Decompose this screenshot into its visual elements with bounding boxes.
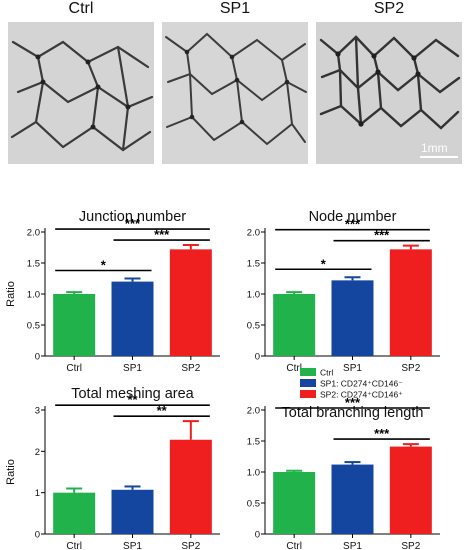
- y-tick-label: 0.5: [247, 321, 260, 332]
- significance-label: ***: [374, 228, 390, 243]
- micrograph-ctrl: [8, 22, 154, 164]
- bar-sp1: [111, 489, 154, 534]
- significance-label: ***: [125, 216, 141, 231]
- bar-ctrl: [273, 294, 316, 356]
- bar-ctrl: [273, 472, 316, 534]
- x-tick-label: SP1: [123, 541, 142, 550]
- bar-sp2: [169, 249, 212, 356]
- panel-title-ctrl: Ctrl: [68, 0, 94, 17]
- bar-sp2: [389, 249, 432, 356]
- y-tick-label: 2: [35, 447, 40, 458]
- y-tick-label: 0: [35, 530, 40, 541]
- scale-bar: [420, 156, 458, 158]
- y-tick-label: 0: [255, 530, 260, 541]
- significance-label: *: [101, 258, 107, 273]
- legend-label: Ctrl: [320, 368, 333, 378]
- y-tick-label: 3: [35, 406, 40, 417]
- significance-label: **: [157, 403, 168, 418]
- x-tick-label: SP2: [181, 541, 200, 550]
- legend-swatch: [300, 379, 316, 387]
- y-tick-label: 1.5: [247, 437, 260, 448]
- panel-title-sp1: SP1: [219, 0, 251, 17]
- y-tick-label: 2.0: [247, 406, 260, 417]
- significance-label: *: [321, 256, 327, 271]
- significance-label: **: [127, 392, 138, 407]
- panel-title-sp2: SP2: [373, 0, 405, 17]
- x-tick-label: SP2: [401, 541, 420, 550]
- chart-title: Total branching length: [282, 405, 424, 421]
- legend-swatch: [300, 390, 316, 398]
- bar-sp2: [389, 446, 432, 534]
- legend-swatch: [300, 368, 316, 376]
- scale-bar-label: 1mm: [421, 141, 448, 155]
- y-tick-label: 1.5: [247, 259, 260, 270]
- chart-title: Total meshing area: [71, 386, 194, 402]
- x-tick-label: SP1: [343, 541, 362, 550]
- x-tick-label: Ctrl: [66, 541, 82, 550]
- x-tick-label: Ctrl: [66, 363, 82, 374]
- significance-label: ***: [154, 227, 170, 242]
- y-tick-label: 0: [255, 352, 260, 363]
- y-axis-label: Ratio: [5, 459, 17, 485]
- y-tick-label: 1.0: [27, 290, 40, 301]
- bar-sp2: [169, 439, 212, 534]
- y-tick-label: 1.0: [247, 468, 260, 479]
- chart-title: Junction number: [79, 209, 186, 225]
- significance-label: ***: [374, 426, 390, 441]
- y-tick-label: 2.0: [247, 228, 260, 239]
- chart-title: Node number: [309, 209, 397, 225]
- legend-label: SP2: CD274⁺CD146⁺: [320, 390, 403, 400]
- x-tick-label: SP2: [181, 363, 200, 374]
- bar-sp1: [111, 281, 154, 356]
- micrograph-sp1: [162, 22, 308, 164]
- legend-label: SP1: CD274⁺CD146⁻: [320, 379, 403, 389]
- micrograph-sp2: [316, 22, 462, 164]
- x-tick-label: SP1: [123, 363, 142, 374]
- y-tick-label: 0.5: [27, 321, 40, 332]
- x-tick-label: SP2: [401, 363, 420, 374]
- bar-ctrl: [53, 492, 96, 534]
- bar-sp1: [331, 464, 374, 534]
- significance-label: ***: [345, 395, 361, 410]
- bar-sp1: [331, 280, 374, 356]
- y-tick-label: 2.0: [27, 228, 40, 239]
- x-tick-label: Ctrl: [286, 363, 302, 374]
- significance-label: ***: [345, 217, 361, 232]
- y-tick-label: 0.5: [247, 499, 260, 510]
- y-axis-label: Ratio: [5, 281, 17, 307]
- x-tick-label: SP1: [343, 363, 362, 374]
- bar-ctrl: [53, 294, 96, 356]
- y-tick-label: 0: [35, 352, 40, 363]
- y-tick-label: 1.5: [27, 259, 40, 270]
- y-tick-label: 1.0: [247, 290, 260, 301]
- y-tick-label: 1: [35, 488, 40, 499]
- x-tick-label: Ctrl: [286, 541, 302, 550]
